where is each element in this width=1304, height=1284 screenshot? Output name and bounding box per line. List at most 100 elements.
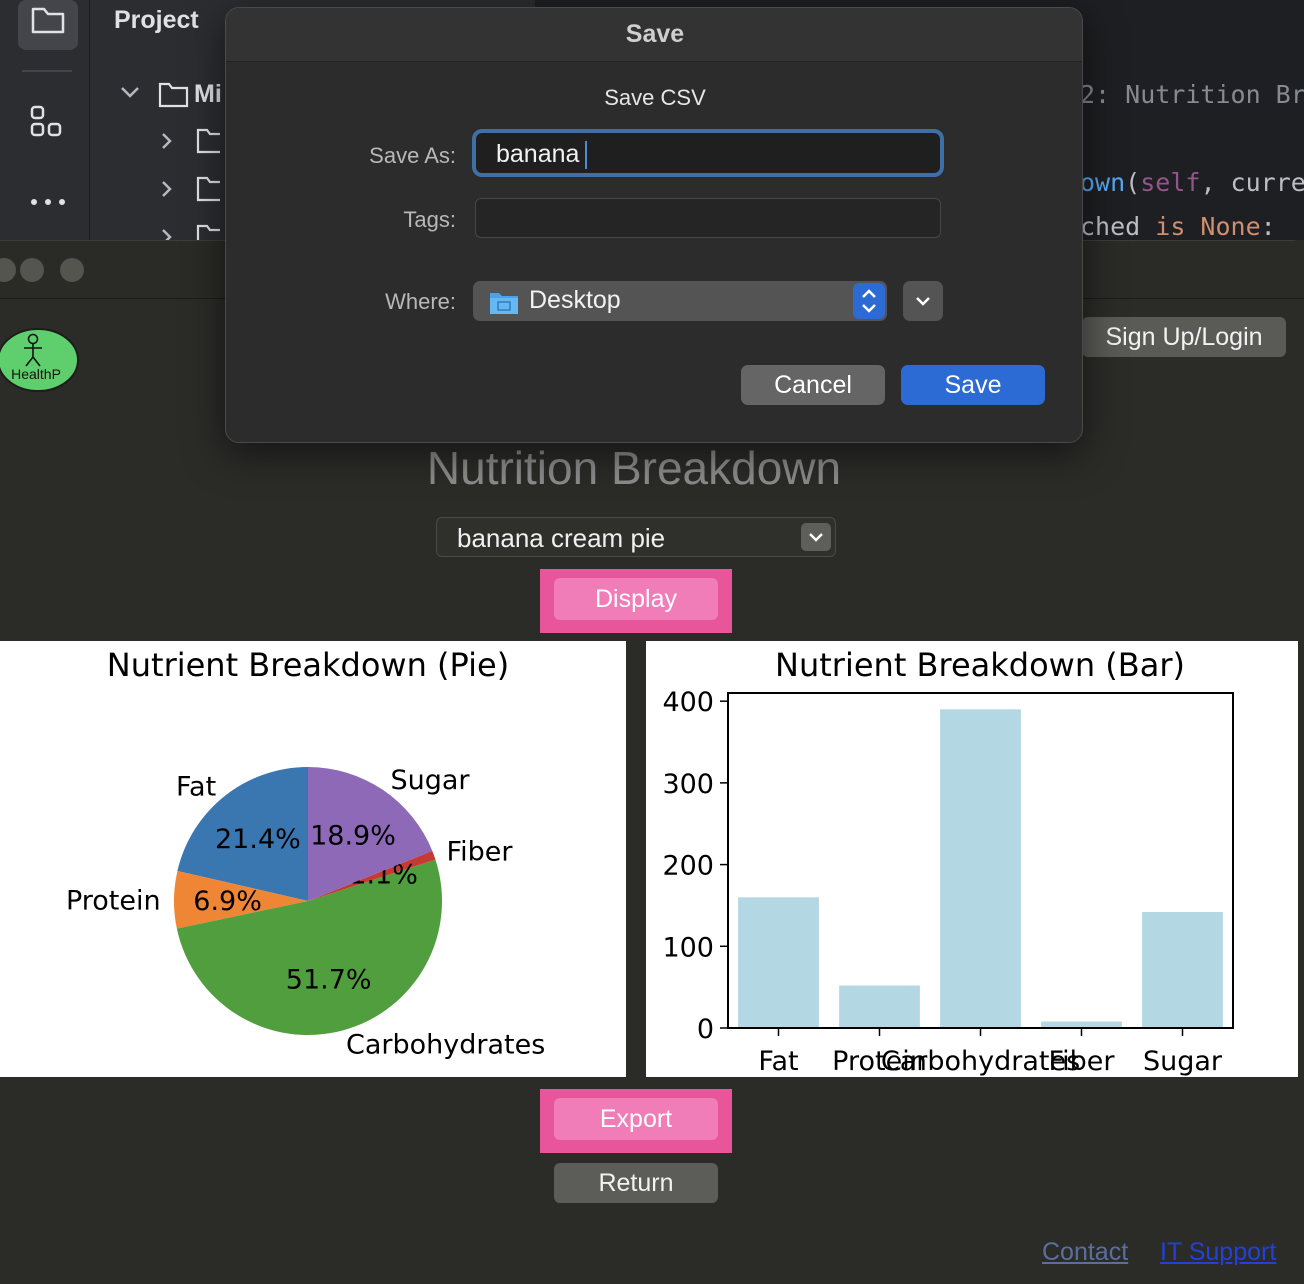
ide-tool-rail: [0, 0, 90, 240]
x-tick-label: Fat: [758, 1046, 798, 1077]
tree-root-folder[interactable]: Mi: [194, 80, 222, 108]
display-button[interactable]: Display: [554, 578, 718, 620]
pie-category-label: Fiber: [447, 837, 514, 868]
bar-sugar: [1142, 912, 1223, 1028]
code-token: self: [1140, 168, 1201, 197]
code-line: ched is None:: [1080, 212, 1276, 241]
expand-dialog-button[interactable]: [903, 281, 943, 321]
pie-category-label: Sugar: [391, 765, 471, 796]
where-select[interactable]: Desktop: [473, 281, 887, 321]
bar-fiber: [1041, 1021, 1122, 1028]
pie-percent-label: 51.7%: [286, 965, 372, 996]
close-window-button[interactable]: [0, 258, 16, 282]
save-as-value: banana: [496, 140, 580, 168]
code-token: ched: [1080, 212, 1156, 241]
x-tick-label: Protein: [832, 1046, 927, 1077]
bar-fat: [738, 897, 819, 1028]
y-tick-label: 200: [662, 851, 714, 882]
food-select[interactable]: banana cream pie: [436, 517, 836, 557]
chevron-right-icon: [162, 229, 172, 240]
save-as-label: Save As:: [369, 143, 456, 168]
food-select-caret[interactable]: [801, 523, 831, 551]
save-dialog: Save Save CSV Save As: banana Tags: Wher…: [225, 7, 1083, 443]
project-tree-icons: [121, 82, 220, 240]
y-tick-label: 0: [697, 1014, 714, 1045]
y-tick-label: 300: [662, 769, 714, 800]
folder-icon: [196, 176, 220, 202]
it-support-link[interactable]: IT Support: [1160, 1238, 1277, 1266]
logo-text: HealthP: [11, 366, 61, 382]
dialog-titlebar: Save: [226, 8, 1082, 62]
structure-icon: [30, 105, 62, 137]
project-panel-title[interactable]: Project: [114, 6, 199, 34]
more-tools-button[interactable]: [18, 176, 78, 226]
pie-percent-label: 21.4%: [215, 824, 301, 855]
pie-percent-label: 18.9%: [310, 820, 396, 851]
tags-input[interactable]: [475, 198, 941, 238]
folder-icon: [196, 224, 220, 240]
save-button[interactable]: Save: [901, 365, 1045, 405]
desktop-folder-icon: [490, 293, 518, 314]
code-token: None: [1200, 212, 1261, 241]
dialog-subtitle: Save CSV: [604, 85, 706, 110]
food-select-value: banana cream pie: [457, 523, 666, 553]
pie-slice-fiber: [308, 850, 436, 901]
chevron-right-icon: [162, 181, 172, 197]
contact-link[interactable]: Contact: [1042, 1238, 1129, 1266]
bar-chart-title: Nutrient Breakdown (Bar): [775, 646, 1185, 684]
cancel-button[interactable]: Cancel: [741, 365, 885, 405]
y-tick-label: 400: [662, 687, 714, 718]
bar-carbohydrates: [940, 709, 1021, 1028]
pie-chart-title: Nutrient Breakdown (Pie): [107, 646, 509, 684]
code-token: is: [1155, 212, 1201, 241]
pie-slice-carbohydrates: [176, 859, 442, 1035]
folder-icon: [196, 128, 220, 154]
plot-frame: [727, 692, 1234, 1029]
code-line: own(self, curre: [1080, 168, 1304, 197]
pie-slice-protein: [173, 870, 308, 929]
structure-tool-button[interactable]: [18, 100, 78, 150]
return-button[interactable]: Return: [554, 1163, 718, 1203]
x-tick-label: Sugar: [1143, 1046, 1223, 1077]
y-tick-label: 100: [662, 932, 714, 963]
pie-percent-label: 6.9%: [193, 886, 262, 917]
project-tool-button[interactable]: [18, 0, 78, 50]
folder-icon: [31, 7, 65, 34]
tags-label: Tags:: [403, 207, 456, 232]
minimize-window-button[interactable]: [20, 258, 44, 282]
text-caret: [585, 141, 587, 169]
code-token: :: [1260, 212, 1276, 241]
code-token: own: [1080, 168, 1126, 197]
pie-category-label: Protein: [66, 886, 161, 917]
pie-slice-sugar: [308, 767, 433, 901]
where-stepper[interactable]: [853, 283, 885, 319]
up-down-chevron-icon: [862, 289, 876, 313]
chevron-down-icon: [809, 533, 823, 542]
signup-login-button[interactable]: Sign Up/Login: [1082, 317, 1286, 357]
code-token: 2: Nutrition Br: [1080, 80, 1304, 109]
chevron-down-icon: [121, 87, 139, 98]
export-button[interactable]: Export: [554, 1098, 718, 1140]
bar-chart: Nutrient Breakdown (Bar) Fat ProteinCarbo…: [662, 646, 1234, 1077]
folder-icon: [158, 82, 189, 108]
pie-chart: Nutrient Breakdown (Pie) Fat 21.4% Protein…: [66, 646, 545, 1060]
zoom-window-button[interactable]: [60, 258, 84, 282]
x-tick-label: Fiber: [1049, 1046, 1116, 1077]
pie-chart-panel: Nutrient Breakdown (Pie) Fat 21.4% Protein…: [0, 641, 626, 1077]
save-as-input[interactable]: banana: [472, 129, 944, 177]
chevron-right-icon: [162, 133, 172, 149]
code-line: 2: Nutrition Br: [1080, 80, 1304, 109]
where-label: Where:: [385, 289, 456, 314]
dialog-title: Save: [625, 20, 685, 48]
bar-chart-panel: Nutrient Breakdown (Bar) Fat Protein Carbo…: [646, 641, 1298, 1077]
code-token: (: [1125, 168, 1141, 197]
rail-divider: [22, 70, 72, 72]
pie-category-label: Fat: [176, 772, 216, 803]
pie-slice-fat: [177, 767, 308, 901]
page-title: Nutrition Breakdown: [426, 442, 842, 494]
x-tick-label: Carbohydrates: [881, 1046, 1080, 1077]
code-token: , curre: [1200, 168, 1304, 197]
chevron-down-icon: [916, 297, 930, 306]
healthp-logo: HealthP: [0, 327, 80, 393]
